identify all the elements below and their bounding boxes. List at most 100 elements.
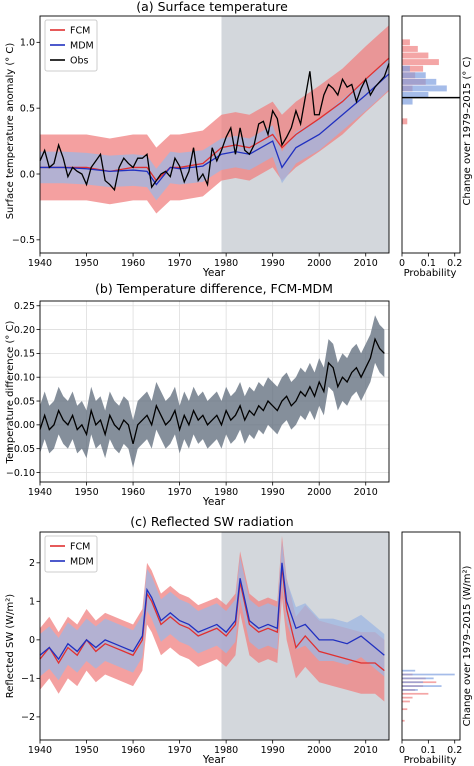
y-tick-label: 0.20 xyxy=(14,325,35,336)
series-line-obs xyxy=(39,63,390,192)
y-tick-label: 0.05 xyxy=(14,396,35,407)
x-tick-label: 1950 xyxy=(74,745,98,756)
y-tick-label: −1 xyxy=(21,674,35,685)
histogram-bar-mdm xyxy=(402,669,416,672)
panel-b-xlabel: Year xyxy=(202,496,226,508)
y-tick-label: 0.25 xyxy=(14,301,35,312)
histogram-bar-mdm xyxy=(402,92,429,98)
histogram-bar-mdm xyxy=(402,681,424,684)
x-tick-label: 1980 xyxy=(214,487,238,498)
panel-b-plot-area: 1940 1950 1960 1970 1980 1990 2000 2010 −0.10 −0.… xyxy=(6,300,390,498)
series-line-fcm xyxy=(39,566,385,672)
histogram-bar-mdm xyxy=(402,78,437,85)
legend-label-mdm: MDM xyxy=(70,557,94,568)
uncertainty-band-mdm xyxy=(40,58,389,201)
panel-a-xlabel: Year xyxy=(202,267,226,279)
plot-frame xyxy=(39,531,390,741)
y-tick-label: 1 xyxy=(29,597,35,608)
x-tick-label: 1970 xyxy=(168,745,192,756)
panel-c-side-ylabel: Change over 1979–2015 (W/m²) xyxy=(462,565,473,726)
x-tick-label: 2000 xyxy=(307,258,331,269)
x-tick-label: 1940 xyxy=(28,258,52,269)
panel-a-side-ylabel: Change over 1979–2015 (° C) xyxy=(462,56,473,205)
histogram-bar-fcm xyxy=(402,708,408,711)
histogram-bar-fcm xyxy=(402,692,429,695)
side-x-tick-label: 0 xyxy=(399,745,405,756)
histogram-bar-mdm xyxy=(402,677,434,680)
y-tick-label: 1.0 xyxy=(20,38,35,49)
y-tick-label: 0.5 xyxy=(20,103,35,114)
histogram-bar-fcm xyxy=(402,700,410,703)
panel-a: 1940 1950 1960 1970 1980 1990 2000 2010 −0.5 0.0 0… xyxy=(5,0,473,279)
x-tick-label: 1960 xyxy=(121,258,145,269)
histogram-bar-fcm xyxy=(402,52,429,59)
series-line-mdm xyxy=(40,73,390,186)
histogram-bar-fcm xyxy=(402,696,413,699)
x-tick-label: 1990 xyxy=(261,745,285,756)
histogram-bar-mdm xyxy=(402,673,455,676)
side-x-tick-label: 0.2 xyxy=(447,745,462,756)
x-tick-label: 2010 xyxy=(354,258,378,269)
side-frame xyxy=(401,531,461,741)
x-tick-label: 2010 xyxy=(354,745,378,756)
panel-c-title: (c) Reflected SW radiation xyxy=(130,514,293,529)
panel-c-plot-area: 1940 1950 1960 1970 1980 1990 2000 2010 −2 −1 0 1 2 F… xyxy=(21,531,390,756)
panel-a-side-histogram: 0 0.1 0.2 xyxy=(399,15,462,269)
histogram-bar-fcm xyxy=(402,719,405,722)
x-tick-label: 1980 xyxy=(214,258,238,269)
x-tick-label: 1980 xyxy=(214,745,238,756)
y-tick-label: 2 xyxy=(29,558,35,569)
histogram-bar-mdm xyxy=(402,689,418,691)
panel-c-xlabel: Year xyxy=(202,754,226,766)
histogram-bar-mdm xyxy=(402,98,413,105)
y-tick-label: −0.5 xyxy=(12,235,35,246)
x-tick-label: 2000 xyxy=(307,745,331,756)
side-x-tick-label: 0 xyxy=(399,258,405,269)
panel-b: 1940 1950 1960 1970 1980 1990 2000 2010 −0.10 −0.… xyxy=(5,281,390,508)
side-x-tick-label: 0.1 xyxy=(421,745,436,756)
panel-a-plot-area: 1940 1950 1960 1970 1980 1990 2000 2010 −0.5 0.0 0… xyxy=(12,15,390,269)
histogram-bar-fcm xyxy=(402,39,410,46)
histogram-bar-fcm xyxy=(402,45,418,52)
panel-c-side-xlabel: Probability xyxy=(404,755,457,766)
legend-label-obs: Obs xyxy=(70,56,89,67)
panel-c: 1940 1950 1960 1970 1980 1990 2000 2010 −2 −1 0 1 2 F… xyxy=(5,514,473,766)
histogram-bar-mdm xyxy=(402,85,447,92)
x-tick-label: 2010 xyxy=(354,487,378,498)
histogram-bar-mdm xyxy=(402,685,442,687)
y-tick-label: −0.10 xyxy=(6,468,35,479)
x-tick-label: 1960 xyxy=(121,745,145,756)
plot-frame xyxy=(39,300,390,483)
panel-a-ylabel: Surface temperature anomaly (° C) xyxy=(5,43,16,220)
side-x-tick-label: 0.1 xyxy=(421,258,436,269)
y-tick-label: −0.05 xyxy=(6,444,35,455)
legend-box xyxy=(44,19,98,72)
x-tick-label: 1990 xyxy=(261,487,285,498)
legend-label-fcm: FCM xyxy=(70,542,90,553)
histogram-bar-mdm xyxy=(402,65,410,72)
panel-a-side-xlabel: Probability xyxy=(404,268,457,279)
panel-a-title: (a) Surface temperature xyxy=(136,0,288,14)
panel-b-ylabel: Temperature difference (° C) xyxy=(5,320,16,464)
series-line-fcm-mdm xyxy=(39,337,385,445)
x-tick-label: 2000 xyxy=(307,487,331,498)
histogram-bar-fcm xyxy=(402,59,439,66)
y-tick-label: 0.10 xyxy=(14,373,35,384)
y-tick-label: 0 xyxy=(29,635,35,646)
x-tick-label: 1940 xyxy=(28,487,52,498)
legend-label-fcm: FCM xyxy=(70,26,90,37)
histogram-bar-fcm xyxy=(402,118,408,125)
panel-c-side-histogram: 0 0.1 0.2 xyxy=(399,531,462,756)
histogram-bar-fcm xyxy=(402,65,424,72)
plot-frame xyxy=(39,15,390,254)
x-tick-label: 1960 xyxy=(121,487,145,498)
legend-box xyxy=(44,535,98,573)
panel-c-ylabel: Reflected SW (W/m²) xyxy=(5,594,16,699)
y-tick-label: 0.00 xyxy=(14,420,35,431)
side-x-tick-label: 0.2 xyxy=(447,258,462,269)
x-tick-label: 1940 xyxy=(28,745,52,756)
y-tick-label: 0.0 xyxy=(20,169,35,180)
x-tick-label: 1950 xyxy=(74,487,98,498)
series-line-mdm xyxy=(39,562,385,661)
